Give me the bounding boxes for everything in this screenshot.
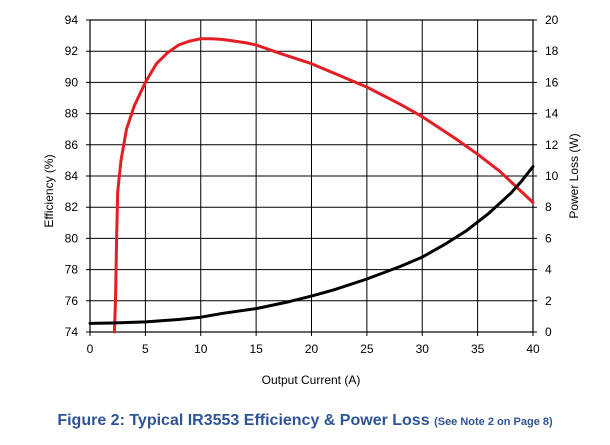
figure-caption: Figure 2: Typical IR3553 Efficiency & Po…	[0, 412, 610, 430]
y-left-tick-label: 74	[65, 325, 79, 339]
y-left-axis-title: Efficiency (%)	[42, 154, 56, 227]
x-tick-label: 15	[249, 342, 263, 356]
y-left-tick-label: 92	[65, 44, 79, 58]
efficiency-power-loss-chart: 0 5 10 15 20 25 30 35 40 7476788082848688909294 …	[42, 13, 581, 387]
y-right-tick-label: 16	[545, 75, 559, 89]
y-right-tick-label: 12	[545, 138, 559, 152]
x-tick-label: 25	[360, 342, 374, 356]
x-tick-label: 10	[194, 342, 208, 356]
y-right-tick-label: 6	[545, 231, 552, 245]
x-tick-label: 0	[87, 342, 94, 356]
x-tick-label: 40	[526, 342, 540, 356]
x-tick-labels: 0 5 10 15 20 25 30 35 40	[87, 342, 540, 356]
y-right-tick-label: 2	[545, 294, 552, 308]
y-left-tick-labels: 74 76 78 80 82 84 86 88 90 92 94	[65, 13, 79, 339]
series-group	[88, 37, 535, 334]
caption-note: (See Note 2 on Page 8)	[434, 416, 553, 428]
x-tick-label: 35	[471, 342, 485, 356]
x-tick-label: 30	[416, 342, 430, 356]
x-tick-label: 20	[305, 342, 319, 356]
x-axis-title: Output Current (A)	[262, 373, 361, 387]
efficiency-line	[112, 37, 535, 334]
y-right-tick-label: 20	[545, 13, 559, 27]
y-right-tick-label: 14	[545, 107, 559, 121]
y-right-tick-label: 18	[545, 44, 559, 58]
y-right-tick-label: 0	[545, 325, 552, 339]
y-left-tick-label: 82	[65, 200, 79, 214]
y-left-tick-label: 78	[65, 263, 79, 277]
x-tick-label: 5	[142, 342, 149, 356]
power-loss-line	[88, 165, 535, 325]
y-right-tick-labels: 0 2 4 6 8 10 12 14 16 18 20	[545, 13, 559, 339]
y-left-tick-label: 76	[65, 294, 79, 308]
y-left-tick-label: 94	[65, 13, 79, 27]
plot-frame	[89, 19, 534, 333]
caption-title: Figure 2: Typical IR3553 Efficiency & Po…	[57, 412, 430, 429]
y-right-tick-label: 8	[545, 200, 552, 214]
y-left-tick-label: 86	[65, 138, 79, 152]
y-right-tick-label: 10	[545, 169, 559, 183]
y-left-tick-label: 84	[65, 169, 79, 183]
y-left-tick-label: 90	[65, 75, 79, 89]
y-right-tick-label: 4	[545, 263, 552, 277]
y-left-tick-label: 80	[65, 231, 79, 245]
y-right-axis-title: Power Loss (W)	[567, 133, 581, 218]
grid	[86, 19, 537, 336]
y-left-tick-label: 88	[65, 107, 79, 121]
